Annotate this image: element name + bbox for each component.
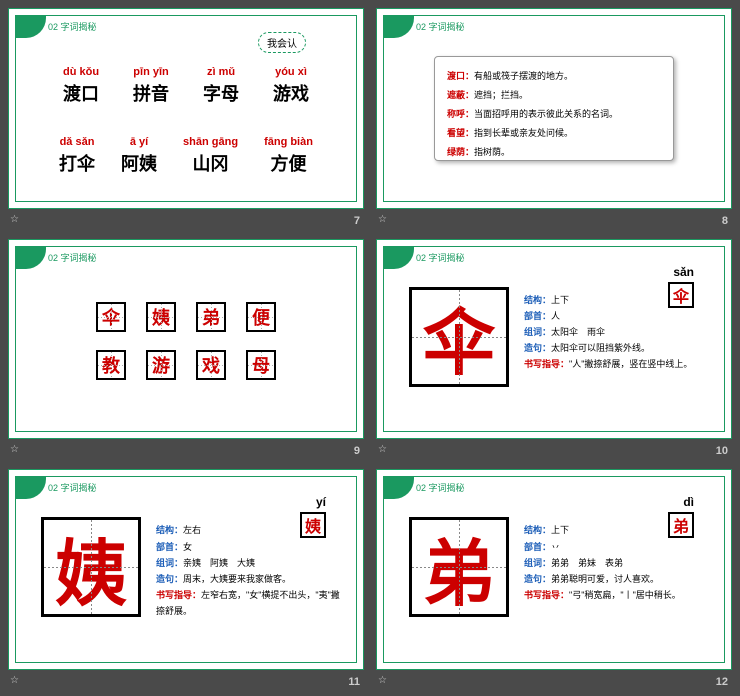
- vocab-item: ā yí阿姨: [121, 136, 157, 176]
- big-char-box: 姨: [41, 517, 141, 617]
- char-details: 结构：上下部首：丷组词：弟弟 弟妹 表弟造句：弟弟聪明可爱，讨人喜欢。书写指导：…: [524, 522, 714, 603]
- char-details: 结构：上下部首：人组词：太阳伞 雨伞造句：太阳伞可以阻挡紫外线。书写指导："人"…: [524, 292, 714, 373]
- corner-decoration: [384, 477, 414, 499]
- definition-line: 渡口：有船或筏子摆渡的地方。: [447, 69, 661, 82]
- detail-line: 造句：太阳伞可以阻挡紫外线。: [524, 340, 714, 356]
- detail-line: 结构：上下: [524, 292, 714, 308]
- char-cell: 伞: [96, 302, 126, 332]
- vocab-item: yóu xì游戏: [273, 66, 309, 106]
- slide-12: 02 字词揭秘 dì 弟 弟 结构：上下部首：丷组词：弟弟 弟妹 表弟造句：弟弟…: [376, 469, 732, 688]
- detail-line: 部首：女: [156, 539, 346, 555]
- corner-decoration: [384, 247, 414, 269]
- corner-decoration: [384, 16, 414, 38]
- section-label: 02 字词揭秘: [48, 251, 97, 264]
- detail-line: 书写指导："弓"稍宽扁，"丨"居中稍长。: [524, 587, 714, 603]
- star-icon: ☆: [10, 214, 19, 225]
- char-grid: 伞姨弟便 教游戏母: [86, 302, 286, 398]
- definition-line: 称呼：当面招呼用的表示彼此关系的名词。: [447, 107, 661, 120]
- detail-line: 书写指导："人"撇捺舒展，竖在竖中线上。: [524, 356, 714, 372]
- page-number: 11: [348, 676, 360, 688]
- detail-line: 结构：上下: [524, 522, 714, 538]
- char-cell: 戏: [196, 350, 226, 380]
- slide-10: 02 字词揭秘 sǎn 伞 伞 结构：上下部首：人组词：太阳伞 雨伞造句：太阳伞…: [376, 239, 732, 458]
- char-cell: 弟: [196, 302, 226, 332]
- char-cell: 姨: [146, 302, 176, 332]
- section-label: 02 字词揭秘: [48, 481, 97, 494]
- page-number: 7: [354, 215, 360, 227]
- page-number: 10: [716, 445, 728, 457]
- corner-decoration: [16, 247, 46, 269]
- vocab-item: dù kǒu渡口: [63, 66, 99, 106]
- detail-line: 组词：弟弟 弟妹 表弟: [524, 555, 714, 571]
- slide-8: 02 字词揭秘 渡口：有船或筏子摆渡的地方。遮蔽：遮挡；拦挡。称呼：当面招呼用的…: [376, 8, 732, 227]
- vocab-rows: dù kǒu渡口 pīn yīn拼音 zì mǔ字母 yóu xì游戏 dǎ sǎn打…: [46, 66, 326, 206]
- page-number: 9: [354, 445, 360, 457]
- char-details: 结构：左右部首：女组词：亲姨 阿姨 大姨造句：周末，大姨要来我家做客。书写指导：…: [156, 522, 346, 619]
- star-icon: ☆: [10, 675, 19, 686]
- slides-grid: 02 字词揭秘 我会认 dù kǒu渡口 pīn yīn拼音 zì mǔ字母 yóu …: [8, 8, 732, 688]
- pinyin-label: sǎn: [673, 265, 694, 279]
- char-cell: 教: [96, 350, 126, 380]
- vocab-item: pīn yīn拼音: [133, 66, 169, 106]
- detail-line: 组词：太阳伞 雨伞: [524, 324, 714, 340]
- pinyin-label: yí: [316, 495, 326, 509]
- detail-line: 造句：周末，大姨要来我家做客。: [156, 571, 346, 587]
- detail-line: 结构：左右: [156, 522, 346, 538]
- vocab-item: shān gāng山冈: [183, 136, 238, 176]
- vocab-item: zì mǔ字母: [203, 66, 239, 106]
- corner-decoration: [16, 16, 46, 38]
- star-icon: ☆: [378, 214, 387, 225]
- definition-line: 看望：指到长辈或亲友处问候。: [447, 126, 661, 139]
- detail-line: 造句：弟弟聪明可爱，讨人喜欢。: [524, 571, 714, 587]
- speech-bubble: 我会认: [258, 32, 306, 53]
- definition-line: 绿荫：指树荫。: [447, 145, 661, 158]
- section-label: 02 字词揭秘: [416, 20, 465, 33]
- star-icon: ☆: [378, 444, 387, 455]
- corner-decoration: [16, 477, 46, 499]
- section-label: 02 字词揭秘: [416, 481, 465, 494]
- detail-line: 组词：亲姨 阿姨 大姨: [156, 555, 346, 571]
- big-char-box: 弟: [409, 517, 509, 617]
- section-label: 02 字词揭秘: [48, 20, 97, 33]
- detail-line: 部首：丷: [524, 539, 714, 555]
- pinyin-label: dì: [683, 495, 694, 509]
- char-cell: 母: [246, 350, 276, 380]
- vocab-item: dǎ sǎn打伞: [59, 136, 95, 176]
- detail-line: 书写指导：左窄右宽，"女"横提不出头，"夷"撇捺舒展。: [156, 587, 346, 619]
- star-icon: ☆: [378, 675, 387, 686]
- star-icon: ☆: [10, 444, 19, 455]
- char-cell: 便: [246, 302, 276, 332]
- definitions-box: 渡口：有船或筏子摆渡的地方。遮蔽：遮挡；拦挡。称呼：当面招呼用的表示彼此关系的名…: [434, 56, 674, 161]
- vocab-item: fāng biàn方便: [264, 136, 313, 176]
- slide-7: 02 字词揭秘 我会认 dù kǒu渡口 pīn yīn拼音 zì mǔ字母 yóu …: [8, 8, 364, 227]
- slide-9: 02 字词揭秘 伞姨弟便 教游戏母 ☆ 9: [8, 239, 364, 458]
- page-number: 12: [716, 676, 728, 688]
- big-char-box: 伞: [409, 287, 509, 387]
- definition-line: 遮蔽：遮挡；拦挡。: [447, 88, 661, 101]
- page-number: 8: [722, 215, 728, 227]
- slide-11: 02 字词揭秘 yí 姨 姨 结构：左右部首：女组词：亲姨 阿姨 大姨造句：周末…: [8, 469, 364, 688]
- char-cell: 游: [146, 350, 176, 380]
- detail-line: 部首：人: [524, 308, 714, 324]
- section-label: 02 字词揭秘: [416, 251, 465, 264]
